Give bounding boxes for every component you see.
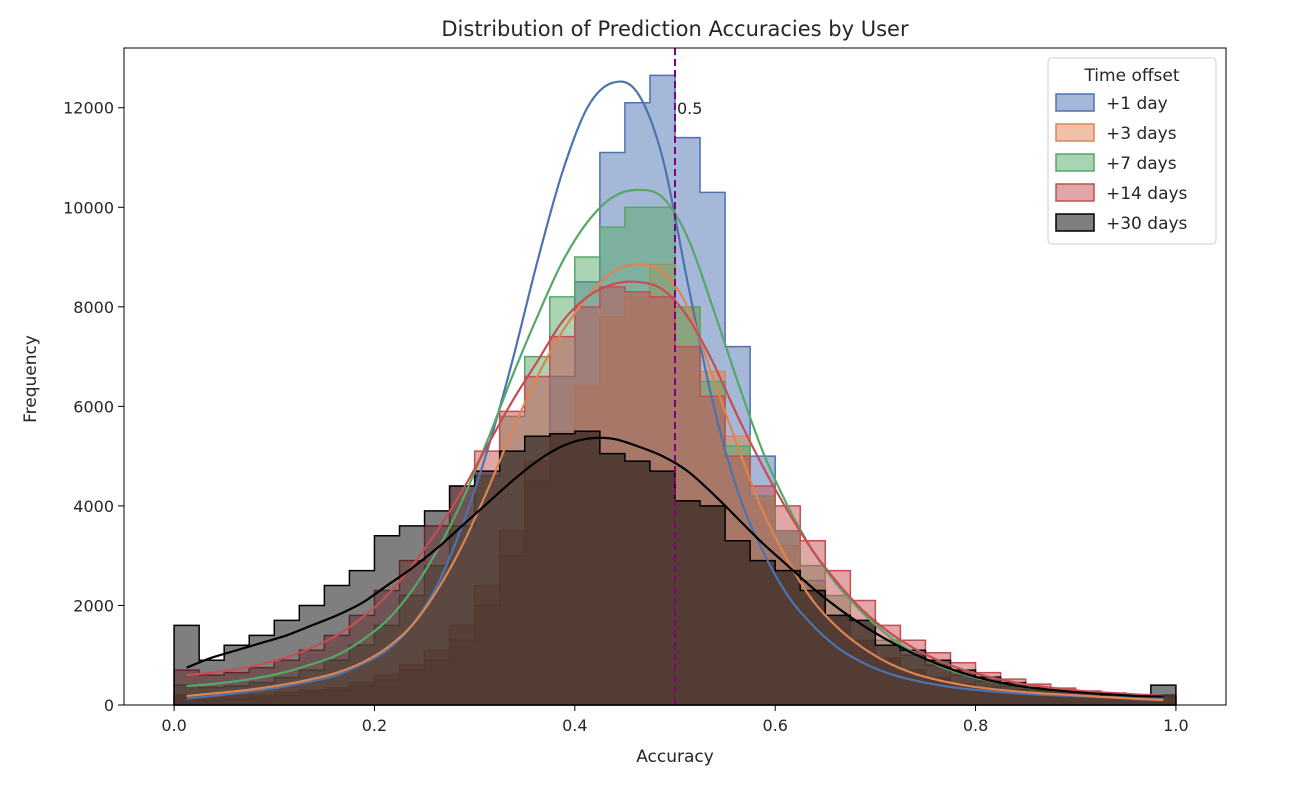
y-tick-label: 0	[104, 696, 114, 715]
legend-label-0: +1 day	[1106, 94, 1168, 114]
plot-area: 0.5	[173, 48, 1177, 706]
legend-swatch-0	[1055, 93, 1095, 112]
axes: 0.0 0.2 0.4 0.6 0.8 1.0 0 2000 4000 6000 8000 10000…	[63, 47, 1227, 735]
legend-label-2: +7 days	[1106, 154, 1177, 174]
legend-label-1: +3 days	[1106, 124, 1177, 144]
x-tick-label: 0.8	[963, 716, 988, 735]
x-axis-label: Accuracy	[636, 747, 714, 767]
series-1-kde-line	[186, 263, 1164, 702]
legend-label-3: +14 days	[1106, 184, 1188, 204]
reference-line-label: 0.5	[677, 99, 702, 118]
x-tick-label: 0.0	[161, 716, 186, 735]
y-tick-label: 12000	[63, 99, 114, 118]
legend-swatch-3	[1055, 183, 1095, 202]
y-axis-label: Frequency	[21, 335, 41, 423]
y-tick-label: 6000	[73, 397, 114, 416]
y-tick-label: 4000	[73, 497, 114, 516]
legend: Time offset +1 day +3 days +7 days +14 days +…	[1047, 57, 1217, 245]
chart-title: Distribution of Prediction Accuracies by…	[441, 17, 909, 41]
x-tick-label: 0.6	[762, 716, 787, 735]
y-tick-label: 8000	[73, 298, 114, 317]
y-tick-label: 10000	[63, 198, 114, 217]
series-3-kde-line	[186, 280, 1164, 697]
legend-label-4: +30 days	[1106, 214, 1188, 234]
legend-swatch-1	[1055, 123, 1095, 142]
legend-title: Time offset	[1083, 66, 1179, 86]
series-4-kde-line	[186, 436, 1164, 698]
y-tick-label: 2000	[73, 596, 114, 615]
plot-frame	[123, 47, 1227, 706]
legend-swatch-2	[1055, 153, 1095, 172]
legend-swatch-4	[1055, 213, 1095, 232]
x-tick-label: 1.0	[1163, 716, 1188, 735]
x-tick-label: 0.4	[562, 716, 587, 735]
series-0-kde-line	[186, 80, 1164, 700]
x-tick-label: 0.2	[362, 716, 387, 735]
